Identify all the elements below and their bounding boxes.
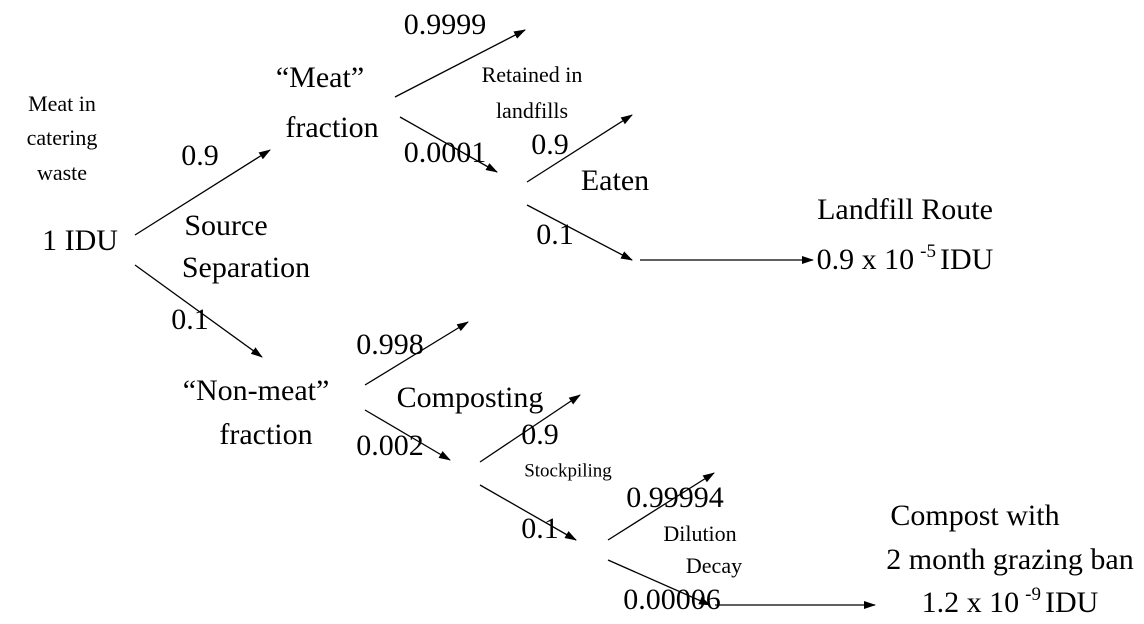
probability: 0.0001 [404, 136, 487, 169]
node-label: “Meat” [276, 61, 364, 94]
result-exponent: -9 [1025, 584, 1041, 605]
stage-label: Stockpiling [524, 460, 612, 481]
probability: 0.9 [531, 128, 569, 161]
probability: 0.9 [521, 418, 559, 451]
arrow [479, 484, 577, 541]
stage-label: Eaten [581, 164, 649, 197]
arrows [134, 29, 876, 609]
arrow [399, 116, 498, 173]
route-title: Compost with [890, 499, 1059, 532]
arrow [479, 394, 581, 463]
stage-label: Source [184, 209, 267, 242]
probability: 0.9 [181, 139, 219, 172]
source-label: waste [37, 160, 87, 185]
node-label: fraction [219, 418, 312, 451]
stage-label: Decay [686, 553, 742, 578]
probability: 0.99994 [626, 481, 724, 514]
stage-label: landfills [496, 98, 568, 123]
route-result: 0.9 x 10 -5 IDU [817, 241, 994, 276]
probability: 0.002 [356, 429, 424, 462]
result-base: 0.9 x 10 [817, 243, 915, 276]
arrow [394, 29, 526, 98]
arrow [526, 114, 633, 183]
arrow [526, 204, 633, 261]
arrow [607, 472, 715, 541]
probability: 0.9999 [404, 8, 487, 41]
route-title: 2 month grazing ban [886, 543, 1133, 576]
source-dose: 1 IDU [42, 224, 118, 257]
stage-label: Retained in [482, 62, 583, 87]
result-exponent: -5 [920, 241, 936, 262]
probability: 0.1 [521, 512, 559, 545]
arrow [134, 264, 263, 358]
arrow [134, 149, 271, 236]
stage-label: Composting [397, 381, 544, 414]
source-label: Meat in [28, 91, 96, 116]
probability: 0.1 [536, 218, 574, 251]
result-base: 1.2 x 10 [922, 586, 1020, 619]
route-title: Landfill Route [817, 193, 993, 226]
arrow [607, 559, 711, 606]
probability: 0.00006 [623, 583, 721, 616]
arrow [364, 409, 451, 461]
stage-label: Dilution [663, 521, 736, 546]
probability: 0.1 [171, 303, 209, 336]
probability: 0.998 [356, 328, 424, 361]
node-label: “Non-meat” [183, 374, 330, 407]
source-label: catering [27, 125, 98, 150]
arrow [364, 321, 469, 386]
result-unit: IDU [1045, 586, 1099, 619]
node-label: fraction [285, 111, 378, 144]
route-result: 1.2 x 10 -9 IDU [922, 584, 1099, 619]
stage-label: Separation [182, 251, 310, 284]
result-unit: IDU [940, 243, 994, 276]
